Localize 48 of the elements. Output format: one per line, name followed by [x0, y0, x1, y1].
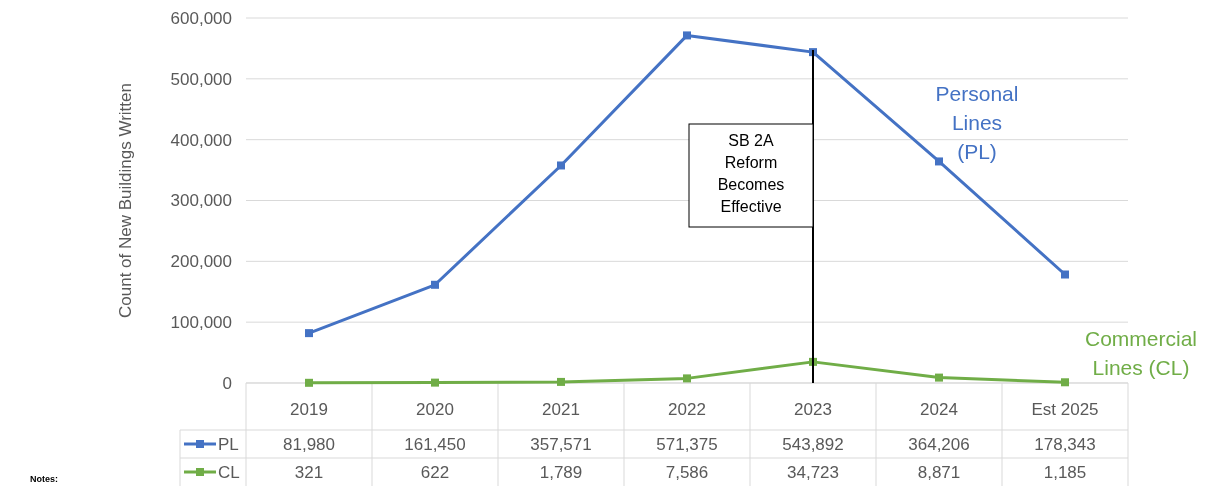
- data-label: 321: [294, 462, 324, 482]
- data-label: 8,871: [917, 462, 961, 482]
- data-label: 178,343: [1034, 434, 1096, 454]
- point: [431, 280, 439, 289]
- y-tick-label: 500,000: [170, 69, 232, 89]
- data-label: 571,375: [656, 434, 718, 454]
- data-label: 34,723: [787, 462, 839, 482]
- annotation: Commercial Lines (CL): [1084, 327, 1198, 379]
- point: [935, 157, 943, 166]
- point: [557, 377, 565, 386]
- y-tick-label: 0: [222, 373, 232, 393]
- x-tick-label: 2022: [668, 400, 706, 419]
- y-tick-label: 300,000: [170, 191, 232, 211]
- data-label: 543,892: [782, 434, 844, 454]
- point: [305, 378, 313, 387]
- point: [683, 374, 691, 383]
- point: [305, 329, 313, 338]
- annotation: Personal Lines (PL): [935, 82, 1019, 163]
- callout-box: SB 2A Reform Becomes Effective: [688, 123, 814, 228]
- point: [557, 161, 565, 170]
- ref-line-label: SB 2A Reform Becomes Effective: [717, 132, 785, 215]
- data-label: 357,571: [530, 434, 592, 454]
- point: [1061, 378, 1069, 387]
- x-tick-label: 2020: [416, 400, 454, 419]
- data-label: 81,980: [283, 434, 335, 454]
- x-tick-label: 2024: [920, 400, 958, 419]
- point: [431, 378, 439, 387]
- point: [683, 31, 691, 40]
- x-tick-label: 2021: [542, 400, 580, 419]
- data-label: 161,450: [404, 434, 466, 454]
- y-tick-label: 100,000: [170, 313, 232, 333]
- x-tick-label: 2019: [290, 400, 328, 419]
- x-tick-label: 2023: [794, 400, 832, 419]
- y-axis-title: Count of New Buildings Written: [116, 83, 135, 318]
- y-tick-label: 200,000: [170, 252, 232, 272]
- data-label: 7,586: [665, 462, 709, 482]
- y-tick-label: 400,000: [170, 130, 232, 150]
- x-tick-label: Est 2025: [1031, 400, 1099, 419]
- point: [935, 373, 943, 382]
- y-tick-label: 600,000: [170, 8, 232, 28]
- legend-label: PL: [218, 434, 239, 454]
- text: Notes:: [30, 474, 59, 484]
- data-label: 622: [420, 462, 450, 482]
- point: [1061, 270, 1069, 279]
- legend-label: CL: [218, 462, 240, 482]
- data-label: 364,206: [908, 434, 970, 454]
- data-label: 1,789: [539, 462, 583, 482]
- data-label: 1,185: [1043, 462, 1087, 482]
